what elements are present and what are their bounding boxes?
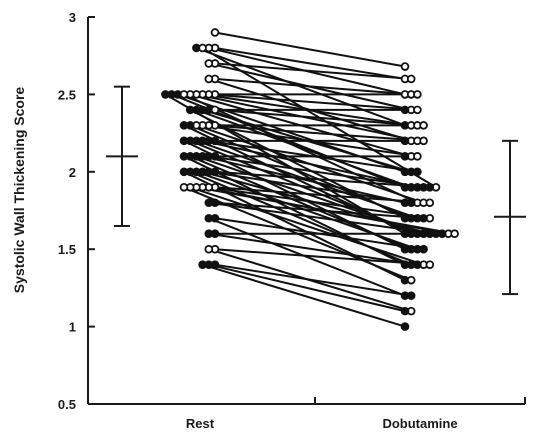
- rest-point: [179, 152, 189, 161]
- pair-line: [214, 77, 412, 96]
- pair-line: [214, 62, 412, 80]
- dobutamine-point: [406, 198, 416, 208]
- dobutamine-point: [425, 260, 435, 269]
- rest-point: [204, 244, 214, 254]
- dobutamine-point: [413, 167, 422, 177]
- dobutamine-point: [419, 121, 428, 130]
- rest-point: [179, 182, 189, 192]
- x-category-label: Rest: [186, 416, 215, 431]
- rest-point: [204, 74, 214, 84]
- dobutamine-point: [450, 229, 459, 239]
- pair-line: [214, 31, 406, 68]
- y-tick-label: 3: [69, 10, 76, 25]
- rest-point: [179, 167, 189, 177]
- pair-line: [189, 186, 424, 266]
- pair-line: [214, 108, 418, 127]
- pair-line: [208, 232, 418, 266]
- y-tick-label: 0.5: [58, 397, 76, 412]
- y-tick-label: 2.5: [58, 87, 76, 102]
- pair-line: [208, 263, 406, 313]
- dobutamine-point: [419, 213, 428, 223]
- y-axis-title: Systolic Wall Thickening Score: [11, 87, 27, 294]
- markers: [161, 28, 459, 331]
- rest-point: [179, 136, 189, 146]
- rest-point: [210, 28, 220, 37]
- pair-line: [208, 186, 430, 220]
- dobutamine-point: [437, 229, 447, 239]
- pair-line: [208, 170, 412, 204]
- dobutamine-point: [406, 275, 416, 285]
- dobutamine-point: [400, 306, 410, 316]
- pair-line: [196, 108, 412, 189]
- rest-point: [179, 90, 189, 99]
- rest-point: [161, 90, 170, 99]
- pair-line: [208, 155, 424, 189]
- y-tick-label: 1: [69, 320, 76, 335]
- pair-line: [214, 248, 430, 266]
- rest-point: [204, 213, 214, 223]
- pair-line: [214, 263, 412, 297]
- pair-line: [208, 124, 424, 142]
- dobutamine-point: [400, 322, 410, 331]
- dobutamine-point: [413, 105, 422, 115]
- rest-point: [204, 229, 214, 239]
- pair-line: [208, 93, 418, 111]
- dobutamine-point: [425, 198, 435, 208]
- rest-point: [179, 121, 189, 130]
- rest-point: [210, 105, 220, 115]
- dobutamine-point: [406, 291, 416, 300]
- pair-line: [214, 201, 424, 220]
- dobutamine-point: [400, 62, 410, 71]
- y-tick-label: 2: [69, 165, 76, 180]
- pair-line: [214, 46, 406, 80]
- dobutamine-point: [400, 152, 410, 161]
- dobutamine-point: [400, 105, 410, 115]
- x-category-label: Dobutamine: [382, 416, 457, 431]
- axes: [87, 17, 525, 405]
- pair-line: [202, 263, 406, 328]
- y-tick-label: 1.5: [58, 242, 76, 257]
- pair-lines: [164, 31, 455, 328]
- dobutamine-point: [419, 244, 428, 254]
- pair-line: [214, 186, 430, 204]
- dobutamine-point: [413, 90, 422, 99]
- x-ticks: Rest Dobutamine: [87, 397, 526, 431]
- y-ticks: 0.5 1 1.5 2 2.5 3: [58, 10, 95, 412]
- dobutamine-point: [425, 182, 435, 192]
- pair-line: [183, 93, 418, 204]
- rest-point: [204, 59, 214, 68]
- rest-point: [204, 198, 214, 208]
- dobutamine-point: [400, 136, 410, 146]
- dobutamine-point: [419, 136, 428, 146]
- pair-line: [208, 217, 406, 297]
- dobutamine-point: [413, 152, 422, 161]
- pair-line: [208, 201, 437, 235]
- pair-line: [202, 139, 418, 189]
- dobutamine-point: [406, 74, 416, 84]
- pair-line: [214, 170, 430, 189]
- rest-point: [198, 260, 207, 269]
- summary-bars: [106, 85, 526, 296]
- rest-point: [198, 43, 207, 53]
- dobutamine-point: [413, 260, 422, 269]
- pair-line: [202, 155, 406, 204]
- rest-point: [185, 105, 195, 115]
